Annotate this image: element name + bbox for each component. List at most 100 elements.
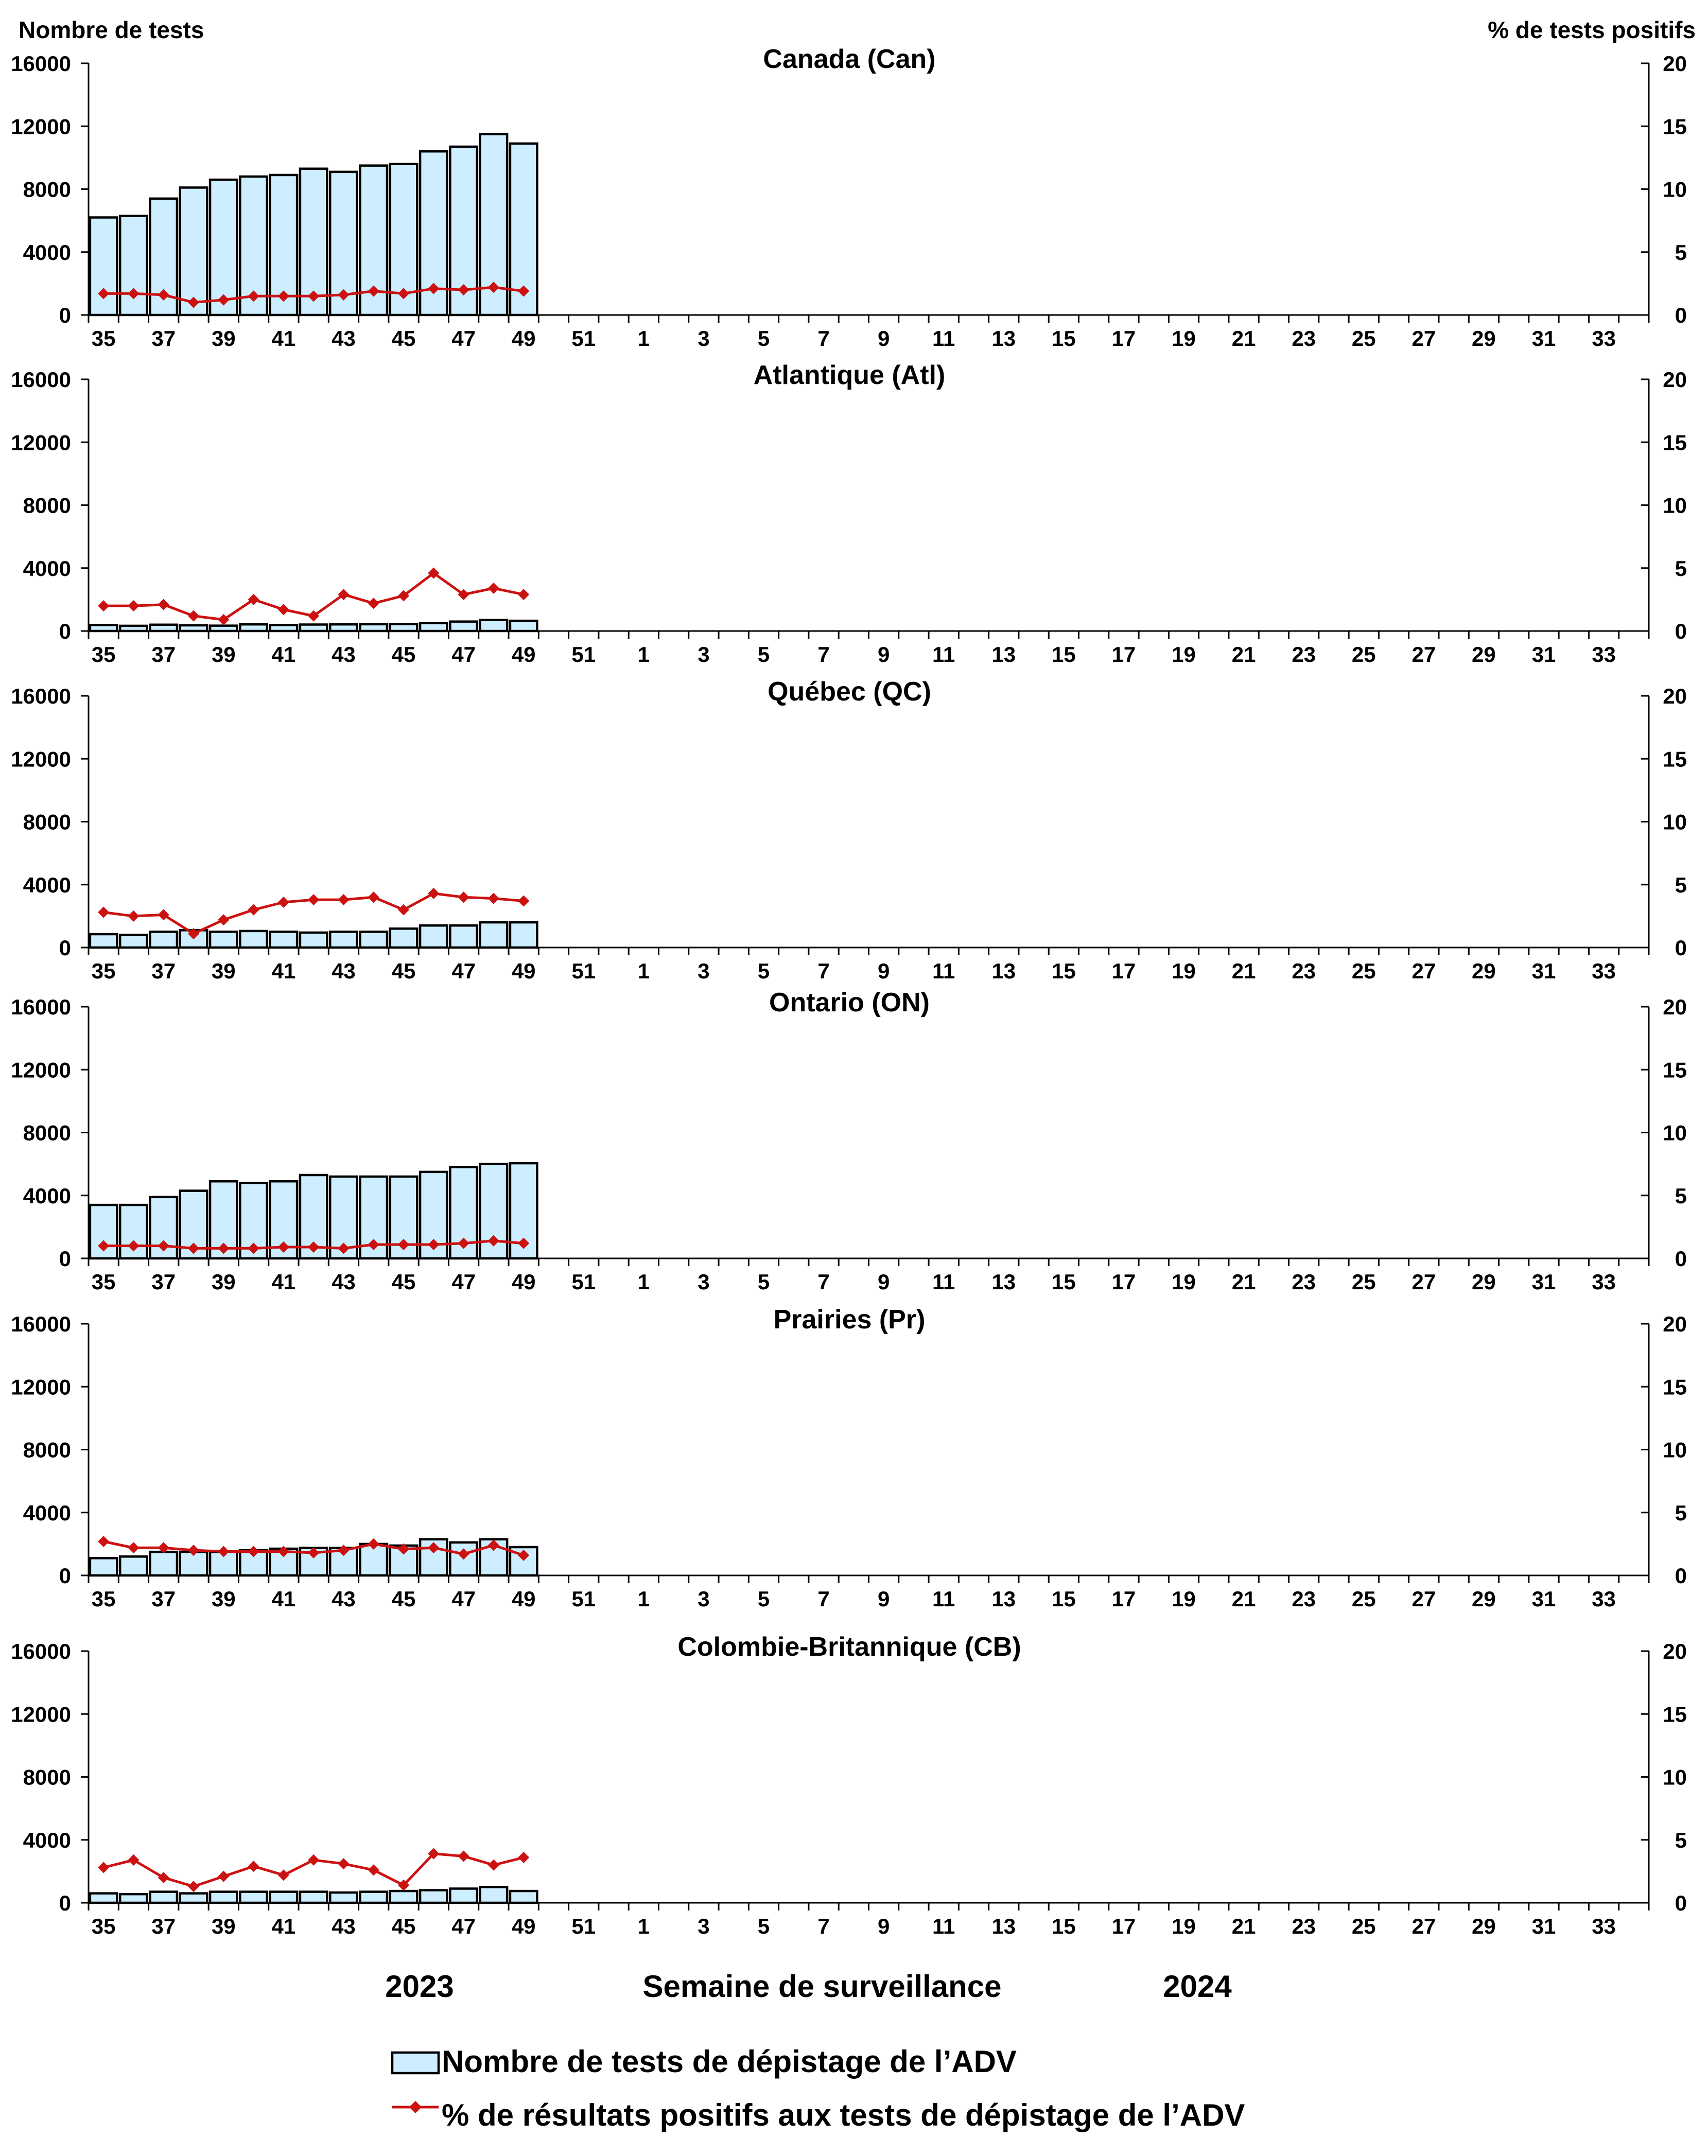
right-tick-label: 10 bbox=[1663, 178, 1687, 202]
panel-title: Colombie-Britannique (CB) bbox=[677, 1632, 1021, 1662]
x-tick-label: 19 bbox=[1172, 642, 1196, 667]
point-pct-positive bbox=[277, 1546, 289, 1557]
right-tick-label: 5 bbox=[1675, 1828, 1687, 1852]
panel-3: Ontario (ON)0400080001200016000051015203… bbox=[11, 988, 1687, 1294]
x-tick-label: 9 bbox=[878, 959, 890, 983]
left-tick-label: 12000 bbox=[11, 1375, 71, 1399]
x-tick-label: 29 bbox=[1472, 326, 1496, 350]
x-tick-label: 23 bbox=[1292, 959, 1316, 983]
point-pct-positive bbox=[128, 600, 140, 612]
right-tick-label: 15 bbox=[1663, 1375, 1687, 1399]
left-tick-label: 0 bbox=[59, 1891, 71, 1915]
point-pct-positive bbox=[248, 1546, 259, 1557]
bar-tests bbox=[479, 921, 509, 949]
x-tick-label: 23 bbox=[1292, 642, 1316, 667]
x-tick-label: 35 bbox=[92, 959, 116, 983]
left-tick-label: 4000 bbox=[23, 873, 71, 897]
left-tick-label: 12000 bbox=[11, 1702, 71, 1726]
bar-tests bbox=[299, 1890, 328, 1904]
left-tick-label: 8000 bbox=[23, 494, 71, 518]
bar-tests bbox=[449, 1887, 479, 1904]
x-tick-label: 5 bbox=[758, 326, 770, 350]
point-pct-positive bbox=[128, 910, 140, 922]
point-pct-positive bbox=[487, 582, 499, 594]
point-pct-positive bbox=[277, 604, 289, 616]
x-tick-label: 3 bbox=[698, 642, 709, 667]
x-tick-label: 9 bbox=[878, 1587, 890, 1611]
x-tick-label: 15 bbox=[1052, 1914, 1076, 1938]
x-tick-label: 47 bbox=[451, 1914, 476, 1938]
x-tick-label: 33 bbox=[1592, 642, 1616, 667]
x-tick-label: 1 bbox=[638, 1914, 650, 1938]
x-tick-label: 7 bbox=[817, 1587, 829, 1611]
right-tick-label: 10 bbox=[1663, 1121, 1687, 1145]
left-tick-label: 4000 bbox=[23, 1501, 71, 1525]
right-tick-label: 5 bbox=[1675, 1501, 1687, 1525]
point-pct-positive bbox=[518, 1237, 530, 1249]
x-tick-label: 3 bbox=[698, 1914, 709, 1938]
panel-title: Québec (QC) bbox=[768, 677, 931, 707]
x-tick-label: 15 bbox=[1052, 326, 1076, 350]
x-tick-label: 3 bbox=[698, 1270, 709, 1294]
x-tick-label: 23 bbox=[1292, 1587, 1316, 1611]
x-tick-label: 37 bbox=[151, 1587, 176, 1611]
x-tick-label: 23 bbox=[1292, 1914, 1316, 1938]
left-tick-label: 16000 bbox=[11, 1312, 71, 1336]
left-tick-label: 8000 bbox=[23, 178, 71, 202]
bar-tests bbox=[208, 931, 238, 949]
point-pct-positive bbox=[368, 1538, 379, 1550]
right-tick-label: 15 bbox=[1663, 1702, 1687, 1726]
point-pct-positive bbox=[158, 909, 169, 921]
bar-tests bbox=[89, 1892, 118, 1904]
x-tick-label: 17 bbox=[1112, 959, 1136, 983]
x-tick-label: 31 bbox=[1532, 1270, 1556, 1294]
right-tick-label: 10 bbox=[1663, 1765, 1687, 1790]
x-tick-label: 3 bbox=[698, 326, 709, 350]
x-tick-label: 45 bbox=[392, 1587, 416, 1611]
x-tick-label: 41 bbox=[272, 326, 296, 350]
bar-tests bbox=[419, 1889, 448, 1904]
x-tick-label: 49 bbox=[512, 642, 536, 667]
bar-tests bbox=[179, 624, 208, 633]
right-tick-label: 5 bbox=[1675, 240, 1687, 265]
x-tick-label: 45 bbox=[392, 642, 416, 667]
point-pct-positive bbox=[98, 1240, 110, 1252]
x-tick-label: 3 bbox=[698, 1587, 709, 1611]
point-pct-positive bbox=[458, 589, 469, 601]
x-tick-label: 25 bbox=[1352, 1587, 1376, 1611]
point-pct-positive bbox=[398, 904, 410, 916]
bar-tests bbox=[269, 931, 299, 949]
x-tick-label: 29 bbox=[1472, 959, 1496, 983]
point-pct-positive bbox=[277, 1869, 289, 1881]
x-tick-label: 43 bbox=[332, 1270, 356, 1294]
x-tick-label: 33 bbox=[1592, 1587, 1616, 1611]
left-tick-label: 8000 bbox=[23, 1121, 71, 1145]
x-tick-label: 31 bbox=[1532, 1914, 1556, 1938]
legend-line-label: % de résultats positifs aux tests de dép… bbox=[442, 2098, 1245, 2132]
left-tick-label: 4000 bbox=[23, 1184, 71, 1208]
x-tick-label: 13 bbox=[991, 959, 1016, 983]
point-pct-positive bbox=[308, 894, 320, 906]
bar-tests bbox=[118, 215, 148, 317]
right-tick-label: 20 bbox=[1663, 684, 1687, 708]
right-tick-label: 15 bbox=[1663, 747, 1687, 771]
x-tick-label: 37 bbox=[151, 642, 176, 667]
panel-1: Atlantique (Atl) 0 4000 8000 12000 16000 0 5 10 1… bbox=[11, 360, 1687, 667]
point-pct-positive bbox=[218, 1546, 230, 1557]
x-tick-label: 11 bbox=[932, 642, 955, 667]
point-pct-positive bbox=[398, 1543, 410, 1555]
x-tick-label: 41 bbox=[272, 1270, 296, 1294]
x-tick-label: 49 bbox=[512, 1914, 536, 1938]
right-tick-label: 15 bbox=[1663, 1058, 1687, 1082]
bar-tests bbox=[118, 1555, 148, 1577]
point-pct-positive bbox=[458, 1850, 469, 1862]
point-pct-positive bbox=[338, 289, 350, 301]
right-tick-label: 0 bbox=[1675, 1891, 1687, 1915]
point-pct-positive bbox=[98, 600, 110, 612]
x-tick-label: 7 bbox=[817, 326, 829, 350]
bar-tests bbox=[269, 624, 299, 633]
bar-tests bbox=[208, 624, 238, 633]
x-tick-label: 27 bbox=[1411, 326, 1436, 350]
chart-panels: Canada (Can)0400080001200016000051015203… bbox=[11, 44, 1687, 1938]
